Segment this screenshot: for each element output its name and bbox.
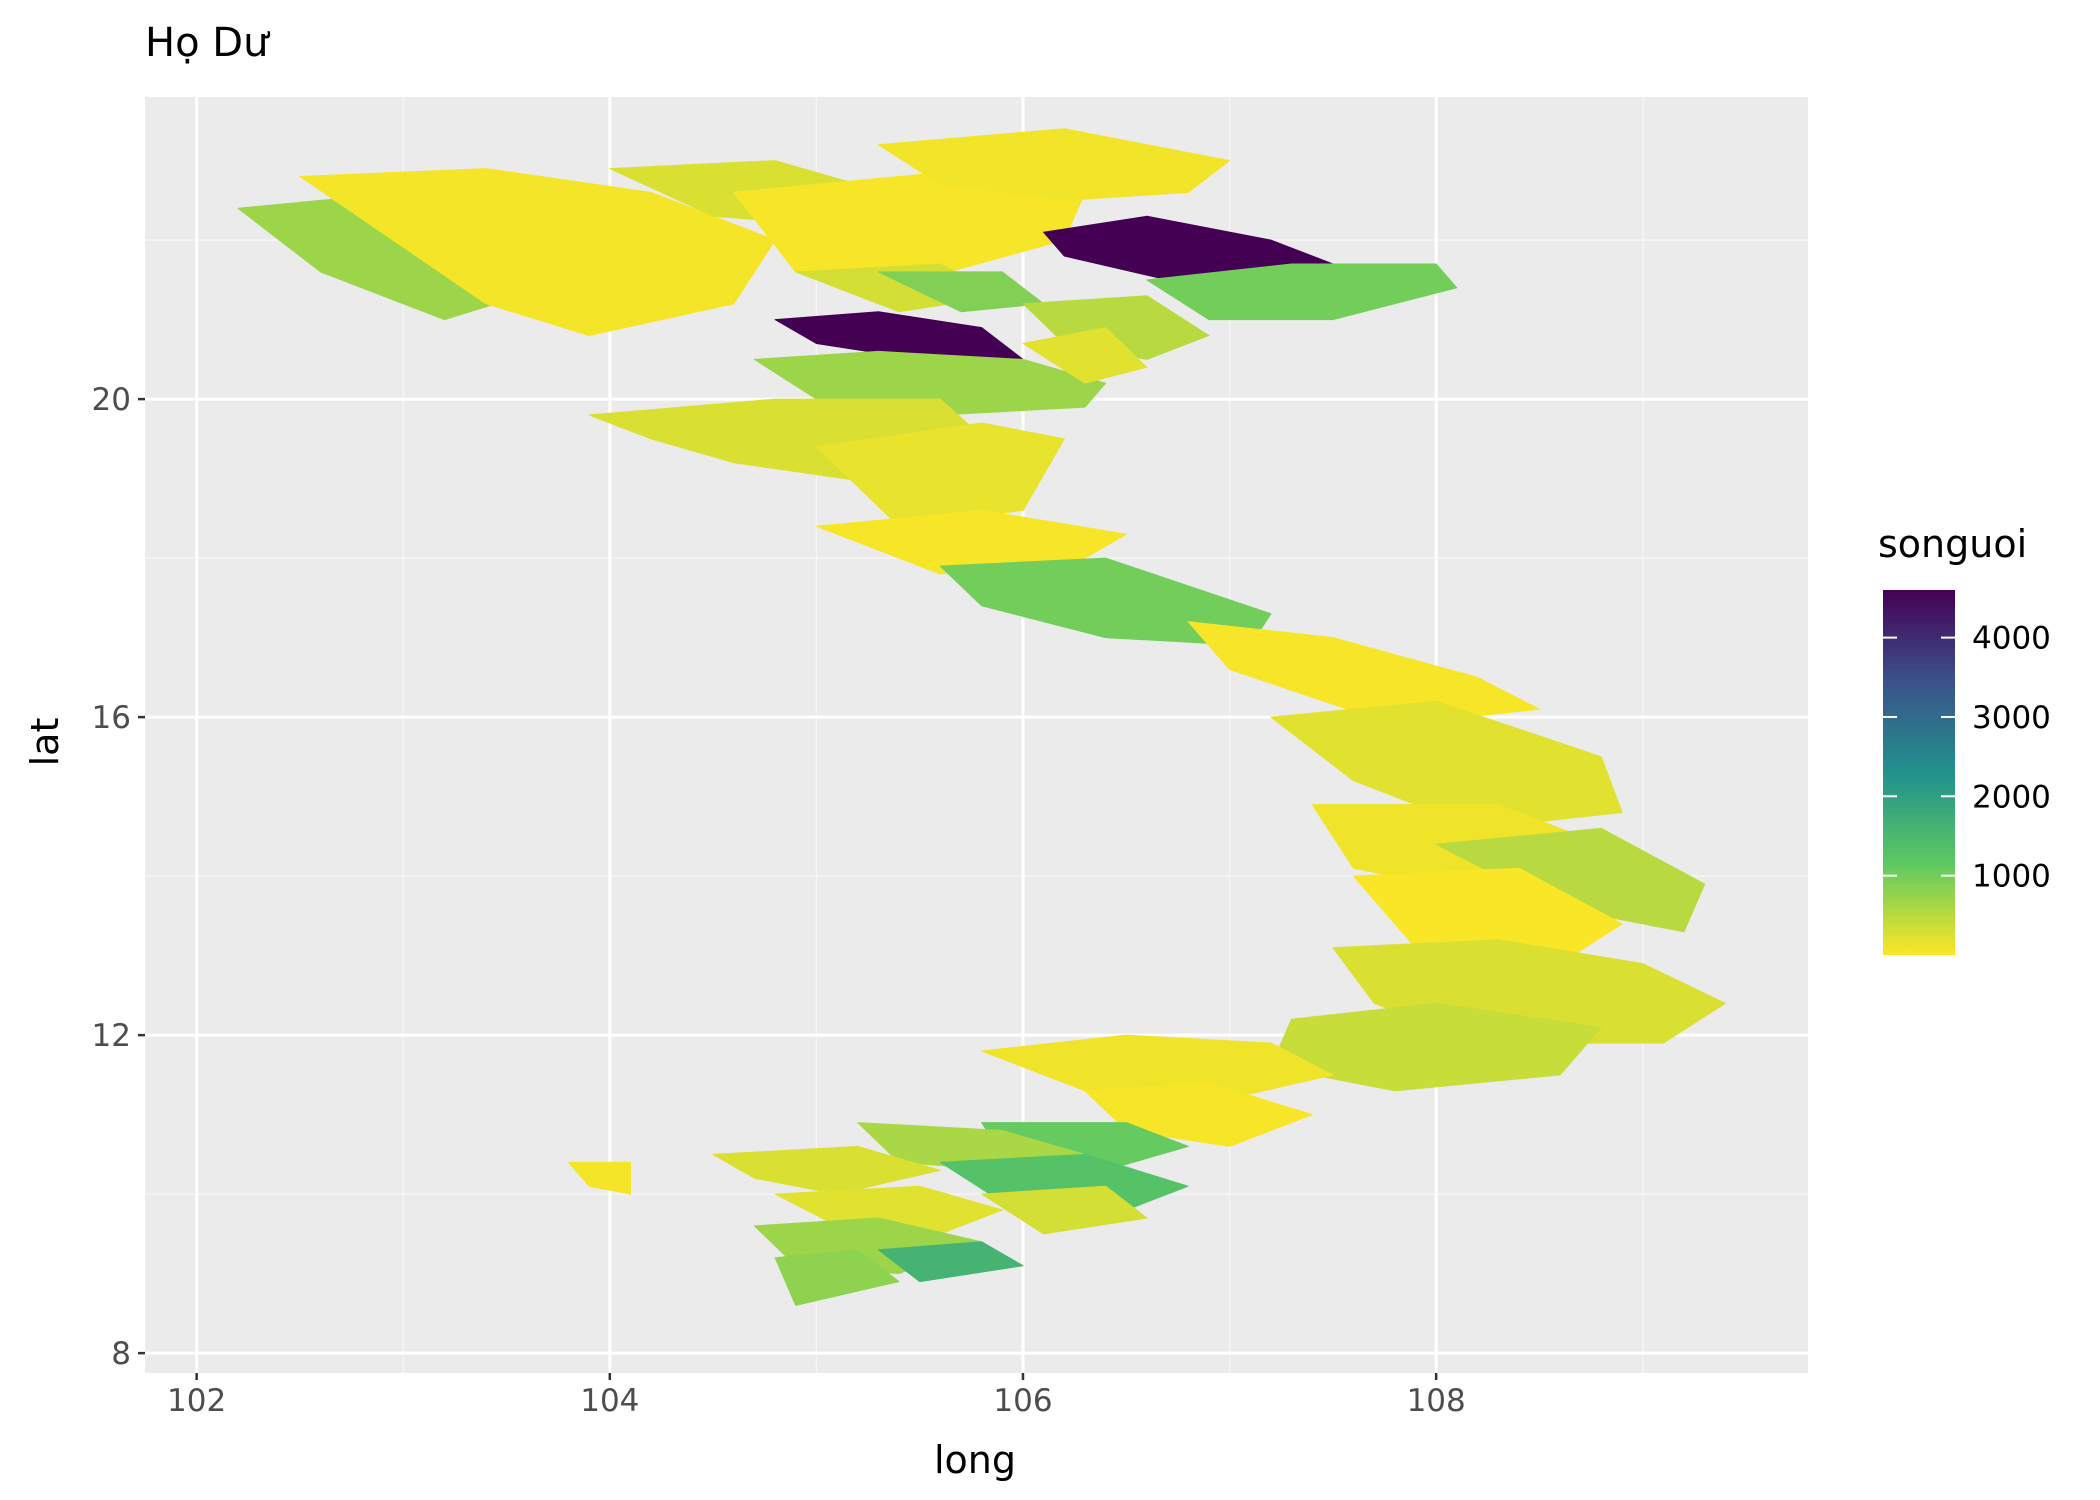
legend-tick-label: 2000 — [1972, 779, 2051, 815]
province-regions — [237, 128, 1726, 1306]
legend-tick-label: 3000 — [1972, 700, 2051, 736]
y-tick-label: 20 — [92, 382, 131, 418]
x-axis: 102 104 106 108 — [167, 1373, 1466, 1419]
x-tick-label: 104 — [580, 1383, 639, 1419]
region-18 — [1187, 621, 1540, 726]
region-36 — [568, 1161, 631, 1195]
x-axis-title: long — [934, 1438, 1016, 1482]
legend-tick-label: 4000 — [1972, 621, 2051, 657]
region-2 — [299, 168, 776, 336]
region-9 — [1146, 263, 1458, 321]
legend-colorbar — [1883, 590, 1955, 955]
region-34 — [877, 1241, 1024, 1283]
y-tick-label: 8 — [111, 1336, 131, 1372]
region-15 — [815, 422, 1065, 527]
region-5 — [877, 128, 1231, 201]
region-16 — [815, 509, 1127, 575]
legend-tick-label: 1000 — [1972, 859, 2051, 895]
y-tick-label: 12 — [92, 1018, 131, 1054]
legend-title: songuoi — [1878, 522, 2027, 566]
legend-ticks: 4000 3000 2000 1000 — [1883, 621, 2051, 895]
x-tick-label: 108 — [1407, 1383, 1466, 1419]
x-tick-label: 102 — [167, 1383, 226, 1419]
region-19 — [1270, 700, 1623, 829]
y-tick-label: 16 — [92, 700, 131, 736]
y-axis-title: lat — [23, 718, 67, 767]
region-35 — [981, 1185, 1148, 1235]
chart-title: Họ Dư — [145, 20, 271, 66]
region-33 — [774, 1249, 900, 1306]
region-29 — [712, 1145, 941, 1195]
color-legend: songuoi 4000 3000 2000 1000 — [1878, 522, 2051, 955]
y-axis: 8 12 16 20 — [92, 382, 145, 1372]
region-13 — [1022, 327, 1148, 384]
region-22 — [1353, 867, 1623, 965]
x-tick-label: 106 — [993, 1383, 1052, 1419]
